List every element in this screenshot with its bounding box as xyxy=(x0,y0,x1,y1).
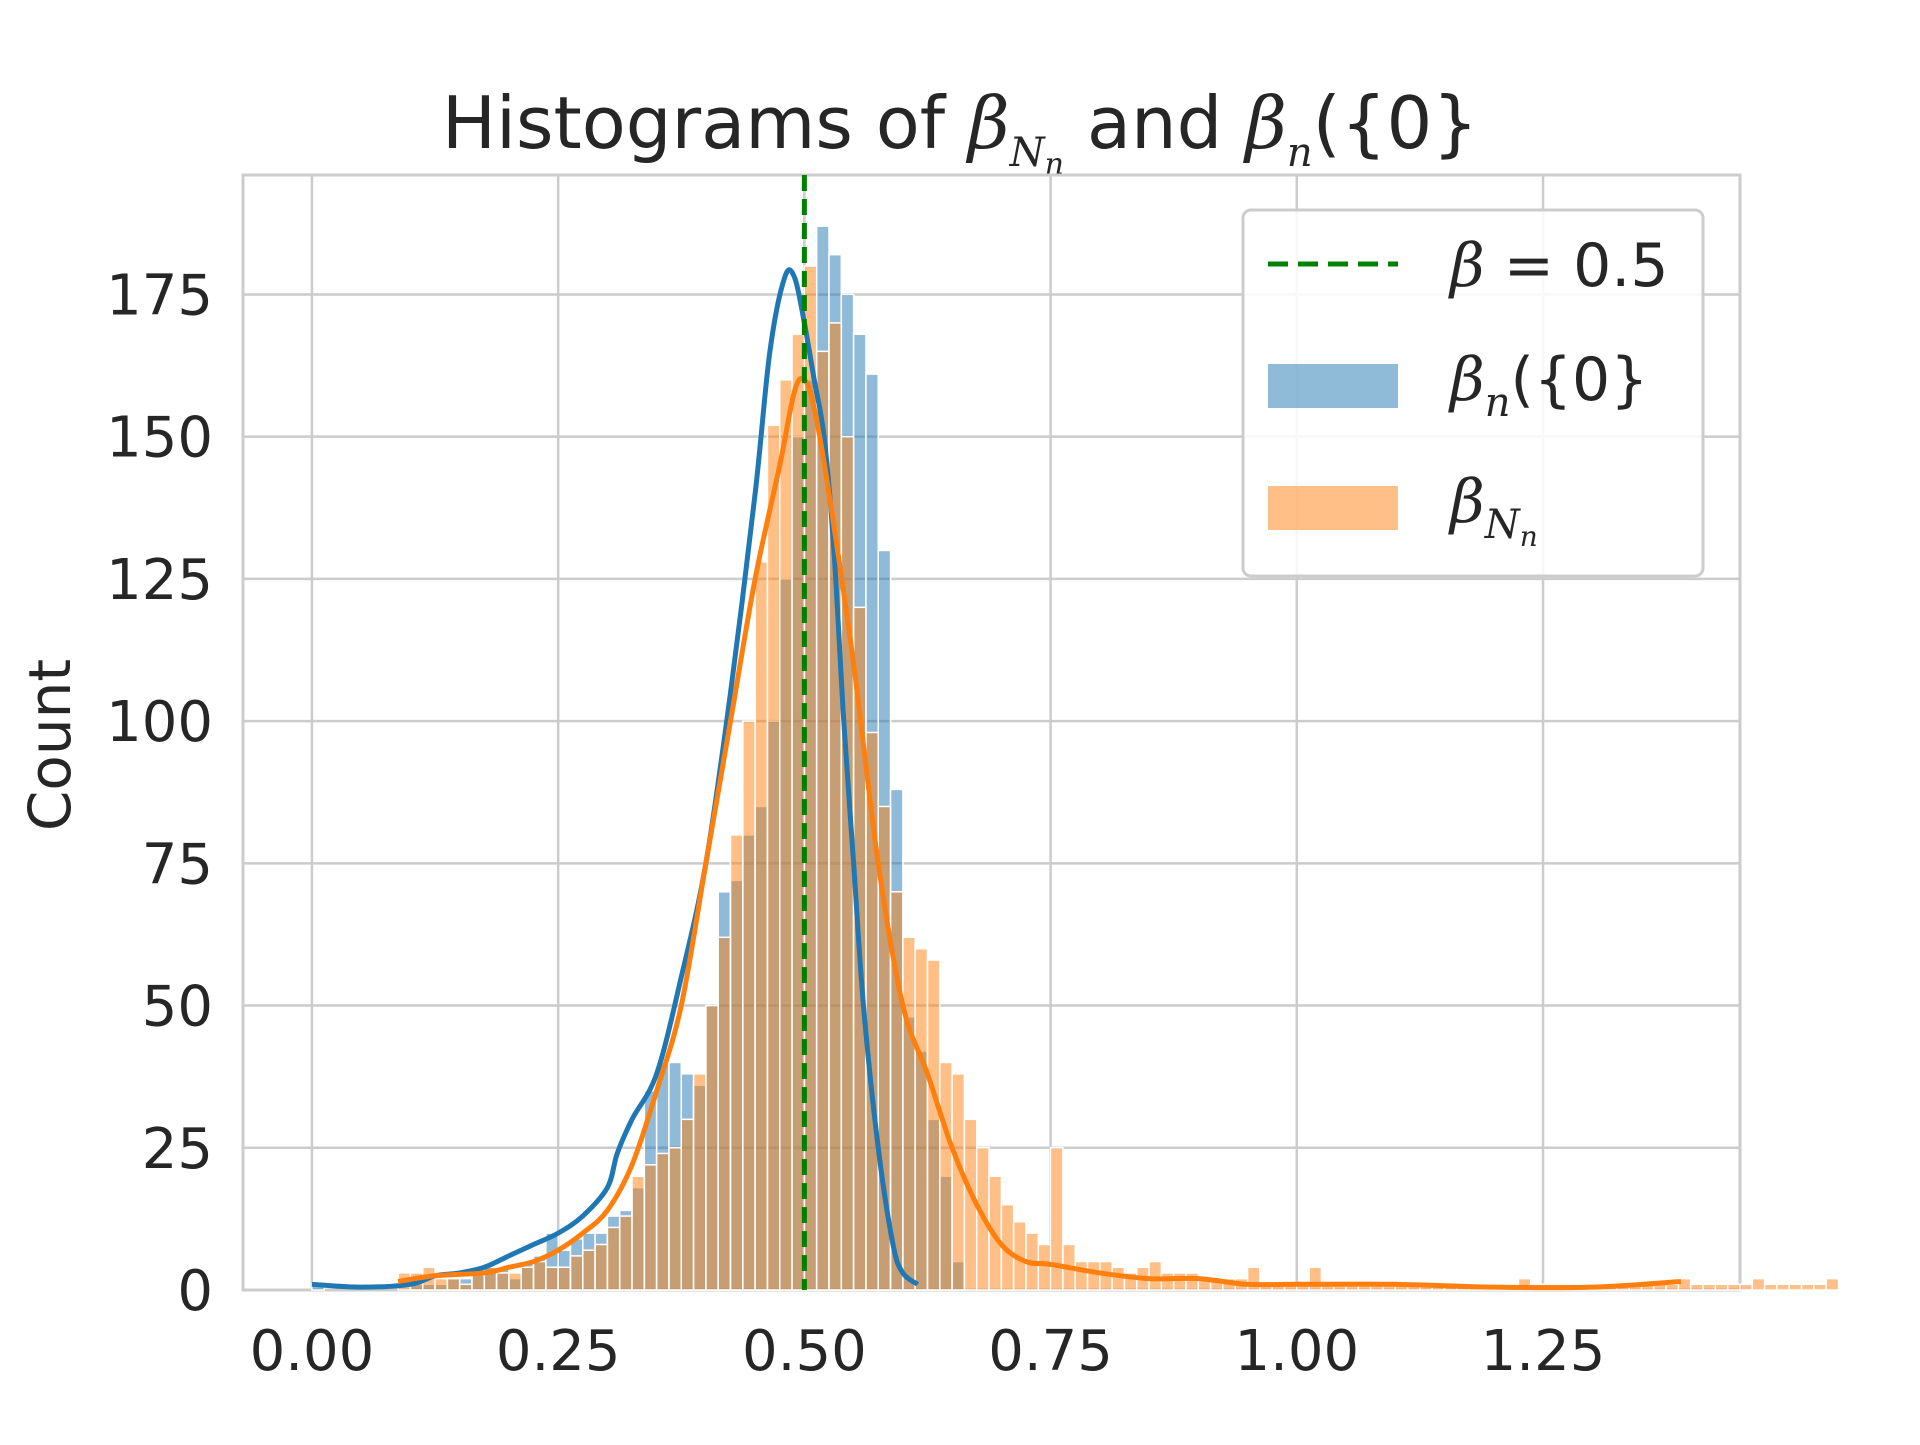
beta-hat-bar xyxy=(951,1073,966,1291)
beta-hat-bar xyxy=(1726,1283,1741,1291)
beta-hat-bar xyxy=(1813,1283,1827,1291)
legend-beta-tilde-label: βn({0} xyxy=(1448,345,1648,426)
title-prefix: Histograms of xyxy=(442,81,968,165)
beta-hat-bar xyxy=(495,1272,510,1291)
beta-hat-bar xyxy=(1148,1260,1163,1291)
beta-hat-bar xyxy=(1739,1283,1754,1291)
kde-lines xyxy=(311,267,1682,1291)
beta-hat-bar xyxy=(655,1152,670,1291)
y-tick-label: 150 xyxy=(106,406,213,471)
svg-text:Histograms of βNn and βn({0}: Histograms of βNn and βn({0} xyxy=(442,81,1478,182)
x-tick-label: 0.50 xyxy=(742,1319,867,1384)
beta-hat-bar xyxy=(692,1073,707,1291)
beta-hat-bar xyxy=(1788,1283,1803,1291)
x-tick-label: 1.00 xyxy=(1234,1319,1359,1384)
x-tick-label: 0.25 xyxy=(496,1319,621,1384)
legend-beta-hat-swatch xyxy=(1268,486,1398,530)
beta-hat-bar xyxy=(545,1266,559,1291)
legend-beta-tilde-swatch xyxy=(1268,364,1398,408)
beta-hat-bar xyxy=(446,1277,461,1291)
beta-hat-bar xyxy=(458,1283,473,1291)
beta-hat-bar xyxy=(1714,1283,1729,1291)
beta-hat-bar xyxy=(754,561,769,1291)
tick-labels: 0.00 0.25 0.50 0.75 1.00 1.25 0 25 50 75 100 125 150… xyxy=(106,263,1605,1384)
beta-hat-bar xyxy=(532,1260,547,1291)
legend-reference-label: β = 0.5 xyxy=(1448,231,1669,301)
beta-hat-bar xyxy=(1185,1272,1200,1291)
beta-hat-bar xyxy=(902,936,916,1291)
beta-hat-bar xyxy=(1825,1277,1840,1291)
beta-hat-bar xyxy=(434,1277,449,1291)
beta-hat-bar xyxy=(668,1147,683,1291)
beta-hat-bar xyxy=(1172,1272,1187,1291)
beta-hat-bar xyxy=(1702,1283,1717,1291)
beta-hat-bar xyxy=(926,959,941,1291)
beta-hat-bar xyxy=(1049,1147,1064,1291)
beta-hat-bar xyxy=(717,936,732,1291)
beta-hat-bar xyxy=(1665,1283,1680,1291)
beta-hat-bar xyxy=(779,379,793,1291)
title-symbol-2: β xyxy=(1242,81,1287,165)
beta-hat-bar xyxy=(1690,1283,1704,1291)
beta-tilde-kde-line xyxy=(311,267,920,1290)
x-tick-label: 0.75 xyxy=(988,1319,1113,1384)
beta-hat-bar xyxy=(939,1061,953,1291)
beta-hat-bar xyxy=(508,1272,522,1291)
beta-hat-bar xyxy=(643,1164,658,1291)
series-beta-hat-bars xyxy=(397,265,1840,1291)
y-tick-label: 175 xyxy=(106,263,213,328)
beta-hat-bar xyxy=(1111,1266,1126,1291)
beta-hat-bar xyxy=(1086,1260,1101,1291)
beta-hat-bar xyxy=(569,1255,584,1291)
title-middle: and xyxy=(1064,81,1245,165)
legend-frame xyxy=(1241,208,1705,578)
beta-hat-bar xyxy=(594,1243,609,1291)
beta-hat-bar xyxy=(631,1175,646,1291)
title-sub-2: n xyxy=(1287,130,1313,176)
y-tick-label: 125 xyxy=(106,548,213,613)
beta-hat-bar xyxy=(680,1118,695,1291)
y-tick-label: 50 xyxy=(142,975,213,1040)
beta-hat-bar xyxy=(520,1266,535,1291)
beta-hat-bar xyxy=(914,947,929,1291)
beta-hat-bar xyxy=(606,1226,621,1291)
legend: β = 0.5 βn({0} βNn xyxy=(1241,208,1705,578)
beta-hat-bar xyxy=(1800,1283,1815,1291)
beta-hat-bar xyxy=(1074,1260,1089,1291)
beta-hat-bar xyxy=(618,1215,633,1291)
y-tick-label: 75 xyxy=(142,832,213,897)
beta-hat-kde-line xyxy=(397,375,1682,1291)
title-sub-1: N xyxy=(1009,130,1047,176)
y-tick-label: 25 xyxy=(142,1117,213,1182)
beta-hat-bar xyxy=(742,720,756,1291)
beta-hat-bar xyxy=(582,1249,596,1291)
beta-hat-bar xyxy=(1776,1283,1790,1291)
beta-hat-bar xyxy=(828,322,843,1291)
beta-hat-bar xyxy=(1160,1272,1175,1291)
title-symbol-1: β xyxy=(965,81,1010,165)
beta-hat-bar xyxy=(1037,1243,1052,1291)
title-subsub-1: n xyxy=(1045,147,1064,182)
beta-hat-bar xyxy=(729,834,744,1291)
chart-title: Histograms of βNn and βn({0} xyxy=(442,81,1478,182)
y-tick-label: 100 xyxy=(106,690,213,755)
x-tick-label: 0.00 xyxy=(250,1319,375,1384)
beta-hat-bar xyxy=(557,1266,572,1291)
legend-beta-hat-label: βNn xyxy=(1448,467,1538,553)
y-axis-label: Count xyxy=(16,659,84,831)
beta-hat-bar xyxy=(705,1004,719,1291)
x-tick-label: 1.25 xyxy=(1481,1319,1606,1384)
title-suffix: ({0} xyxy=(1313,81,1479,165)
beta-hat-bar xyxy=(1763,1283,1778,1291)
y-tick-label: 0 xyxy=(177,1259,213,1324)
beta-hat-bar xyxy=(1751,1277,1766,1291)
beta-hat-bar xyxy=(766,424,781,1291)
